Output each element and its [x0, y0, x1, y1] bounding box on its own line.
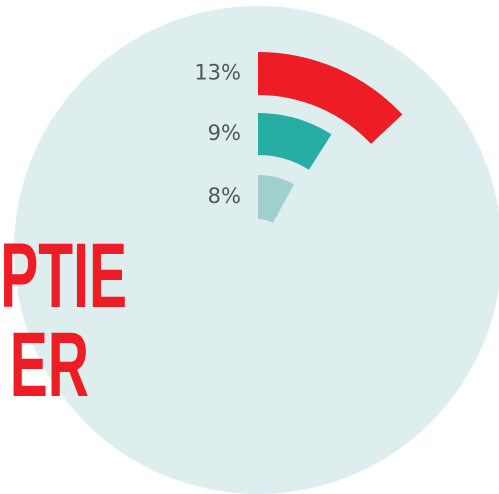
headline-line: PTIE: [0, 225, 127, 327]
radial-bar: [258, 52, 403, 144]
radial-bar: [258, 175, 295, 223]
value-label: 9%: [208, 121, 241, 145]
headline-line: ER: [10, 314, 89, 416]
value-label: 13%: [194, 61, 241, 85]
value-label: 8%: [208, 184, 241, 208]
radial-bar: [258, 113, 332, 170]
